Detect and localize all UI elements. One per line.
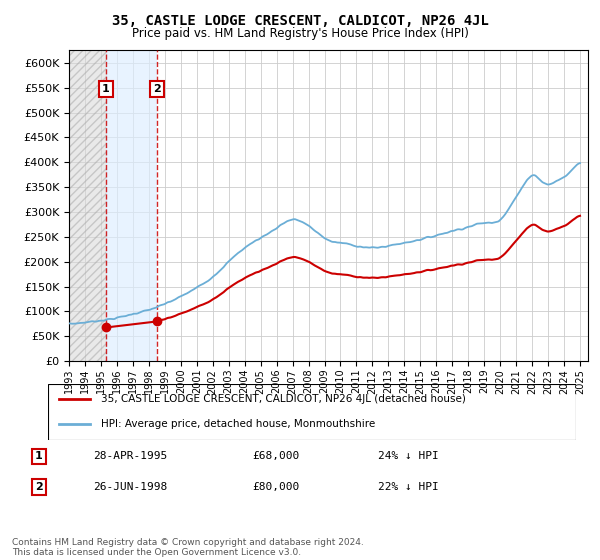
Text: 24% ↓ HPI: 24% ↓ HPI <box>378 451 439 461</box>
Text: £68,000: £68,000 <box>252 451 299 461</box>
Text: 28-APR-1995: 28-APR-1995 <box>93 451 167 461</box>
Text: 1: 1 <box>102 83 110 94</box>
Text: Price paid vs. HM Land Registry's House Price Index (HPI): Price paid vs. HM Land Registry's House … <box>131 27 469 40</box>
Text: 1: 1 <box>35 451 43 461</box>
Text: HPI: Average price, detached house, Monmouthshire: HPI: Average price, detached house, Monm… <box>101 419 375 429</box>
Bar <box>69 50 106 361</box>
Text: 2: 2 <box>35 482 43 492</box>
Text: 22% ↓ HPI: 22% ↓ HPI <box>378 482 439 492</box>
Bar <box>106 50 157 361</box>
Text: 35, CASTLE LODGE CRESCENT, CALDICOT, NP26 4JL (detached house): 35, CASTLE LODGE CRESCENT, CALDICOT, NP2… <box>101 394 466 404</box>
Text: Contains HM Land Registry data © Crown copyright and database right 2024.
This d: Contains HM Land Registry data © Crown c… <box>12 538 364 557</box>
Text: 35, CASTLE LODGE CRESCENT, CALDICOT, NP26 4JL: 35, CASTLE LODGE CRESCENT, CALDICOT, NP2… <box>112 14 488 28</box>
Text: £80,000: £80,000 <box>252 482 299 492</box>
Text: 26-JUN-1998: 26-JUN-1998 <box>93 482 167 492</box>
Text: 2: 2 <box>153 83 161 94</box>
